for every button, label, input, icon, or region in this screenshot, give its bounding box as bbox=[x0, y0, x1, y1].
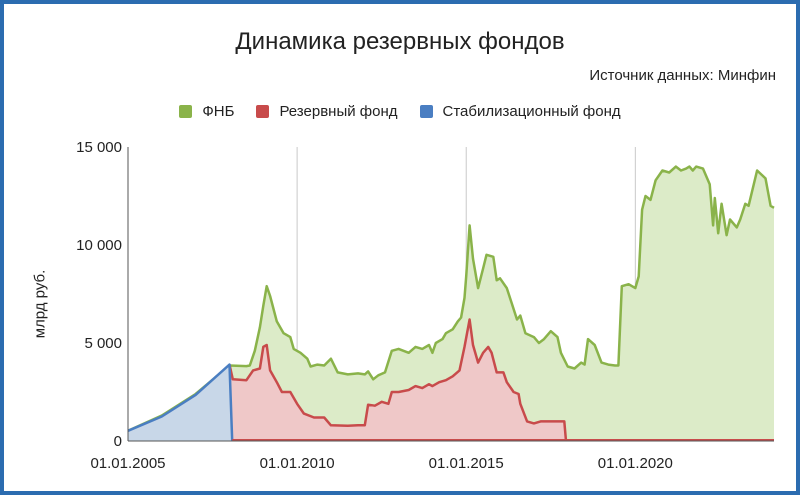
x-tick-label-3: 01.01.2020 bbox=[598, 455, 673, 472]
legend-swatch-fnb bbox=[179, 105, 193, 118]
series-area-fnb bbox=[128, 166, 774, 441]
source-note: Источник данных: Минфин bbox=[589, 67, 776, 84]
legend-swatch-reserve-fund bbox=[256, 105, 270, 118]
legend-label-fnb: ФНБ bbox=[202, 103, 235, 120]
legend-label-reserve-fund: Резервный фонд bbox=[279, 103, 398, 120]
legend-swatch-stabilization-fund bbox=[419, 105, 433, 118]
x-tick-label-2: 01.01.2015 bbox=[429, 455, 504, 472]
y-tick-label-1: 5 000 bbox=[84, 335, 122, 352]
y-tick-label-3: 15 000 bbox=[76, 139, 122, 156]
x-tick-label-1: 01.01.2010 bbox=[260, 455, 335, 472]
legend: ФНБ Резервный фонд Стабилизационный фонд bbox=[4, 103, 796, 120]
x-tick-label-0: 01.01.2005 bbox=[90, 455, 165, 472]
series-area-stabilization-fund bbox=[128, 364, 233, 441]
series-line-reserve-fund bbox=[228, 318, 568, 442]
y-tick-label-2: 10 000 bbox=[76, 237, 122, 254]
legend-item-reserve-fund: Резервный фонд bbox=[256, 103, 398, 120]
legend-item-stabilization-fund: Стабилизационный фонд bbox=[419, 103, 621, 120]
series-area-reserve-fund bbox=[229, 319, 566, 441]
chart-title: Динамика резервных фондов bbox=[235, 28, 565, 55]
series-line-fnb bbox=[127, 165, 775, 432]
series-line-stabilization-fund bbox=[127, 363, 234, 442]
legend-label-stabilization-fund: Стабилизационный фонд bbox=[442, 103, 621, 120]
legend-item-fnb: ФНБ bbox=[179, 103, 234, 120]
y-tick-label-0: 0 bbox=[114, 433, 122, 450]
